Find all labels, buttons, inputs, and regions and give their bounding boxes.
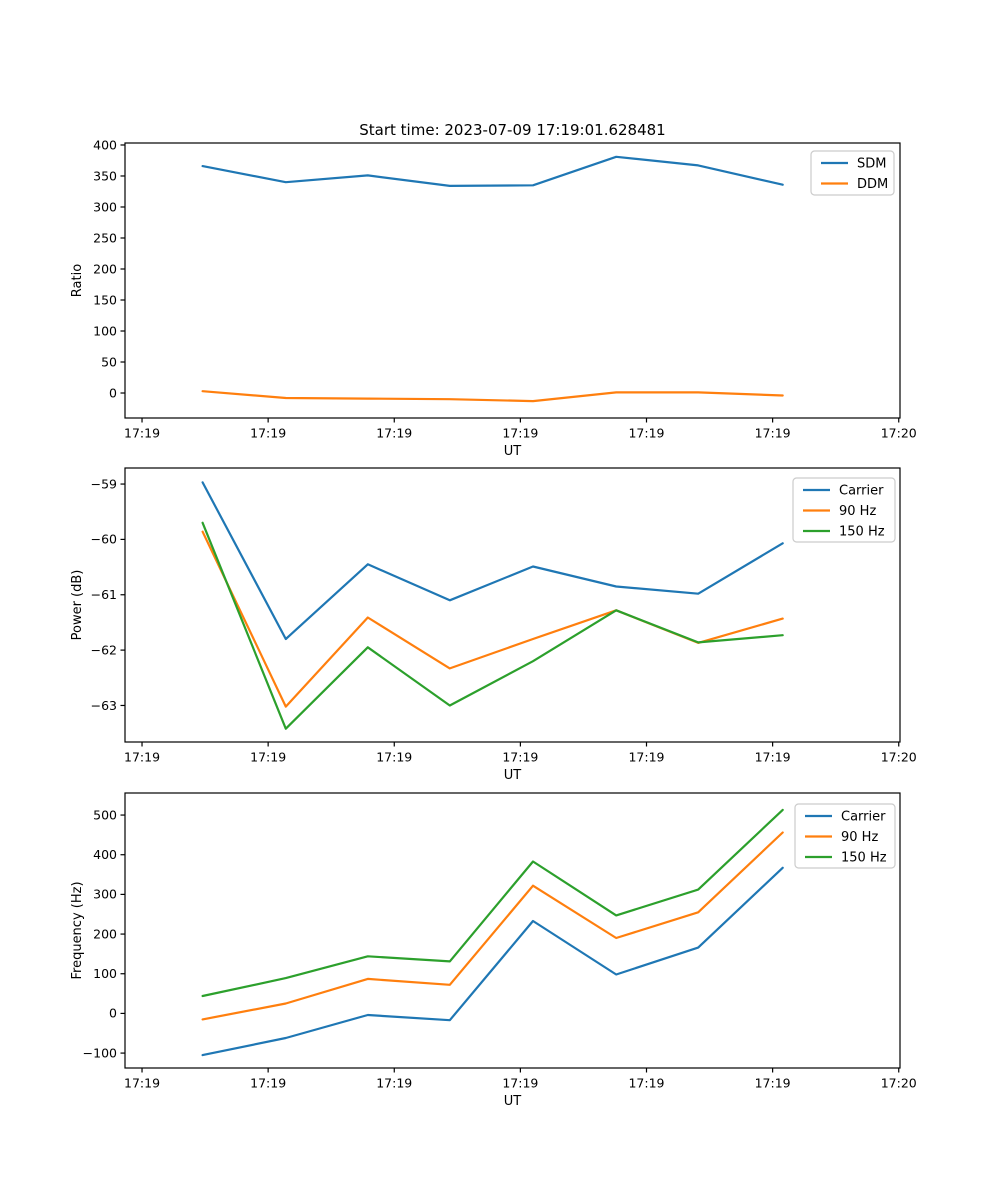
plot3-legend-label-90-hz: 90 Hz	[841, 830, 878, 845]
plot1-x-tick-label: 17:19	[376, 426, 412, 441]
plot3-ylabel: Frequency (Hz)	[70, 881, 85, 979]
plot2-legend-label-90-hz: 90 Hz	[839, 504, 876, 519]
plot3-y-tick-label: 300	[93, 887, 117, 902]
plot3-line-90-hz	[201, 831, 784, 1021]
plot1-x-tick-label: 17:20	[881, 426, 917, 441]
plot1-y-tick-label: 0	[109, 385, 117, 400]
plot3-y-tick-label: 500	[93, 807, 117, 822]
plot3-y-tick-label: −100	[83, 1045, 117, 1060]
plot1-y-tick-label: 300	[93, 199, 117, 214]
plot2-y-tick-label: −62	[91, 642, 117, 657]
plot2-x-tick-label: 17:20	[881, 750, 917, 765]
figure-title: Start time: 2023-07-09 17:19:01.628481	[359, 121, 666, 139]
plot1-y-tick-label: 250	[93, 230, 117, 245]
plot3-line-carrier	[201, 866, 784, 1057]
plot1-x-tick-label: 17:19	[250, 426, 286, 441]
plot2-x-tick-label: 17:19	[628, 750, 664, 765]
plot2-x-tick-label: 17:19	[376, 750, 412, 765]
plot1-axes-frame	[124, 142, 901, 419]
plot3-x-tick-label: 17:19	[628, 1076, 664, 1091]
plot1-y-tick-label: 100	[93, 323, 117, 338]
plot3-x-tick-label: 17:19	[502, 1076, 538, 1091]
plot3-legend-box	[794, 803, 896, 869]
plot1-y-tick-label: 400	[93, 137, 117, 152]
plot1-subplot: 17:19 17:19 17:19 17:19 17:19 17:19 17:20 0 50 10…	[70, 137, 917, 459]
plot1-legend-label-ddm: DDM	[857, 177, 888, 192]
plot2-y-tick-label: −63	[91, 698, 117, 713]
plot1-y-tick-label: 200	[93, 261, 117, 276]
plot2-x-tick-label: 17:19	[755, 750, 791, 765]
plot3-y-tick-label: 400	[93, 847, 117, 862]
plot2-legend-label-150-hz: 150 Hz	[839, 524, 885, 539]
plot1-y-tick-label: 50	[101, 354, 117, 369]
plot1-x-tick-label: 17:19	[755, 426, 791, 441]
plot1-xlabel: UT	[504, 444, 522, 459]
plot3-y-tick-label: 0	[109, 1006, 117, 1021]
plot1-y-tick-label: 350	[93, 168, 117, 183]
plot1-line-ddm	[201, 390, 784, 403]
plot2-legend-box	[792, 477, 896, 543]
plot3-x-tick-label: 17:19	[124, 1076, 160, 1091]
plot3-axes-frame	[124, 792, 901, 1069]
plot2-x-tick-label: 17:19	[502, 750, 538, 765]
plot2-line-150-hz	[201, 521, 784, 730]
plot1-legend-label-sdm: SDM	[857, 156, 886, 171]
plot1-x-tick-label: 17:19	[124, 426, 160, 441]
plot3-legend-label-150-hz: 150 Hz	[841, 850, 887, 865]
plot3-xlabel: UT	[504, 1094, 522, 1109]
plot3-x-tick-label: 17:19	[376, 1076, 412, 1091]
plot2-subplot: 17:19 17:19 17:19 17:19 17:19 17:19 17:20 −63 −6…	[70, 467, 917, 783]
plot3-legend-label-carrier: Carrier	[841, 809, 886, 824]
plot2-y-tick-label: −60	[91, 532, 117, 547]
plot2-y-tick-label: −61	[91, 587, 117, 602]
plot2-xlabel: UT	[504, 768, 522, 783]
plot3-y-tick-label: 100	[93, 966, 117, 981]
plot3-x-tick-label: 17:20	[881, 1076, 917, 1091]
plot2-x-tick-label: 17:19	[124, 750, 160, 765]
plot2-line-90-hz	[201, 530, 784, 708]
plot3-subplot: 17:19 17:19 17:19 17:19 17:19 17:19 17:20 −100 0…	[70, 792, 917, 1109]
plot3-x-tick-label: 17:19	[250, 1076, 286, 1091]
plot3-line-150-hz	[201, 808, 784, 998]
plot1-y-tick-label: 150	[93, 292, 117, 307]
plot2-ylabel: Power (dB)	[70, 570, 85, 641]
plot2-line-carrier	[201, 481, 784, 641]
plot2-y-tick-label: −59	[91, 476, 117, 491]
plot1-x-tick-label: 17:19	[628, 426, 664, 441]
plot2-axes-frame	[124, 467, 901, 743]
plot2-legend-label-carrier: Carrier	[839, 483, 884, 498]
plot2-x-tick-label: 17:19	[250, 750, 286, 765]
plot1-x-tick-label: 17:19	[502, 426, 538, 441]
plot3-x-tick-label: 17:19	[755, 1076, 791, 1091]
plot3-y-tick-label: 200	[93, 926, 117, 941]
plot1-line-sdm	[201, 155, 784, 187]
plot1-ylabel: Ratio	[70, 264, 85, 297]
